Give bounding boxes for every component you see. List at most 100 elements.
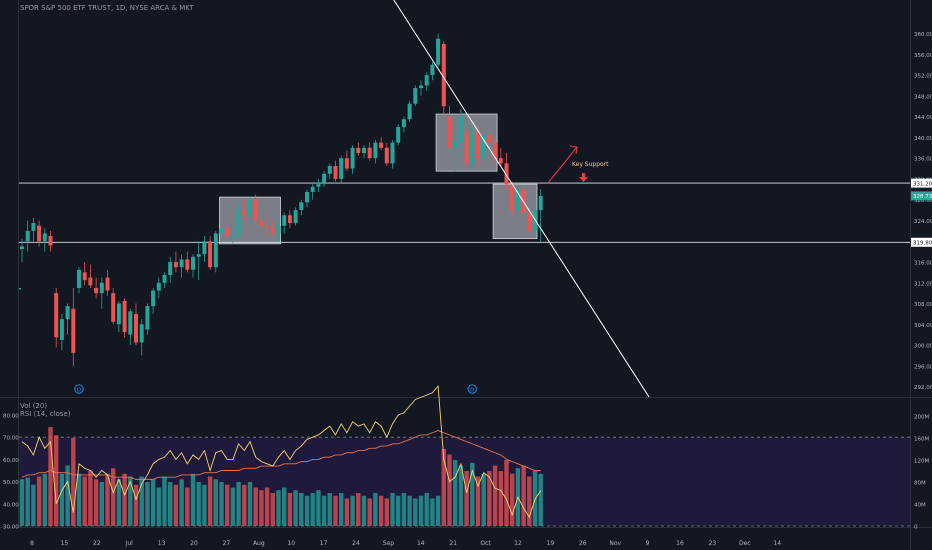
candle-body bbox=[333, 165, 338, 179]
price-tick-label: 348.00 bbox=[914, 94, 932, 100]
volume-tick-label: 160M bbox=[914, 437, 929, 443]
volume-bar bbox=[219, 482, 224, 526]
price-tick-label: 316.00 bbox=[914, 261, 932, 267]
volume-bar bbox=[19, 479, 25, 526]
level-price-tag bbox=[911, 237, 932, 247]
volume-bar bbox=[196, 482, 201, 526]
time-tick-label: Oct bbox=[480, 540, 491, 547]
candle-body bbox=[305, 191, 309, 203]
candle-body bbox=[259, 220, 264, 226]
volume-bar bbox=[356, 493, 361, 526]
candle-body bbox=[384, 147, 389, 164]
volume-bar bbox=[321, 495, 327, 526]
time-tick-label: 17 bbox=[320, 540, 328, 547]
candle-body bbox=[287, 215, 292, 224]
candle-body bbox=[105, 277, 110, 291]
time-tick-label: 12 bbox=[514, 540, 522, 547]
volume-bar bbox=[299, 493, 304, 526]
time-tick-label: Dec bbox=[739, 540, 751, 547]
price-tick-label: 360.00 bbox=[914, 32, 932, 38]
candle-body bbox=[230, 236, 235, 238]
candle-body bbox=[42, 233, 47, 242]
candle-body bbox=[173, 262, 178, 268]
chart-title: SPDR S&P 500 ETF TRUST, 1D, NYSE ARCA & … bbox=[20, 4, 194, 12]
time-tick-label: 24 bbox=[352, 540, 360, 547]
price-tick-label: 340.00 bbox=[914, 136, 932, 142]
time-tick-label: Nov bbox=[609, 540, 621, 547]
rsi-ma-line bbox=[21, 430, 541, 480]
candle-body bbox=[265, 225, 270, 229]
volume-bar bbox=[447, 454, 452, 526]
volume-bar bbox=[350, 495, 355, 526]
candle-body bbox=[48, 236, 53, 246]
volume-bar bbox=[287, 493, 293, 526]
time-tick-label: 20 bbox=[190, 540, 198, 547]
volume-bar bbox=[145, 482, 150, 526]
volume-bar bbox=[339, 493, 344, 526]
candle-body bbox=[310, 186, 315, 192]
volume-bar bbox=[111, 468, 116, 526]
volume-bar bbox=[225, 484, 230, 526]
candle-body bbox=[538, 195, 543, 211]
candle-body bbox=[396, 127, 401, 143]
volume-bar bbox=[150, 479, 156, 526]
volume-tick-label: 80M bbox=[914, 481, 926, 487]
volume-bar bbox=[492, 465, 498, 526]
price-tick-label: 336.00 bbox=[914, 157, 932, 163]
time-tick-label: Jul bbox=[125, 540, 134, 547]
volume-bar bbox=[293, 490, 298, 526]
volume-tick-label: 200M bbox=[914, 415, 929, 421]
candle-body bbox=[248, 199, 252, 216]
candle-body bbox=[122, 300, 127, 333]
last-price-tag bbox=[911, 191, 932, 201]
volume-bar bbox=[128, 476, 133, 526]
candle-body bbox=[185, 259, 190, 270]
candle-body bbox=[253, 199, 258, 221]
price-tick-label: 324.00 bbox=[914, 219, 932, 225]
time-tick-label: 19 bbox=[547, 540, 555, 547]
rsi-tick-label: 50.00 bbox=[3, 480, 19, 486]
time-tick-label: 15 bbox=[61, 540, 69, 547]
price-tick-label: 352.00 bbox=[914, 74, 932, 80]
candle-body bbox=[498, 158, 503, 164]
candle-body bbox=[493, 142, 498, 159]
candle-body bbox=[327, 165, 332, 174]
candle-body bbox=[476, 132, 480, 159]
volume-bar bbox=[99, 482, 104, 526]
candle-body bbox=[25, 230, 30, 242]
volume-bar bbox=[470, 462, 475, 526]
volume-bar bbox=[384, 498, 389, 526]
volume-bar bbox=[538, 473, 543, 526]
volume-bar bbox=[202, 484, 207, 526]
volume-tick-label: 40M bbox=[914, 503, 926, 509]
volume-bar bbox=[401, 493, 407, 526]
rsi-tick-label: 70.00 bbox=[3, 436, 19, 442]
candle-body bbox=[31, 223, 36, 231]
volume-bar bbox=[116, 479, 122, 526]
candle-body bbox=[510, 184, 515, 211]
volume-bar bbox=[333, 495, 338, 526]
last-price-label: 328.73 bbox=[913, 194, 932, 200]
candle-body bbox=[401, 119, 406, 128]
volume-bar bbox=[190, 473, 196, 526]
time-tick-label: 9 bbox=[646, 540, 650, 547]
volume-bar bbox=[88, 471, 93, 526]
key-support-label: Key Support bbox=[572, 161, 609, 168]
volume-bar bbox=[76, 473, 82, 526]
volume-bar bbox=[156, 487, 161, 526]
volume-bar bbox=[396, 495, 401, 526]
candle-body bbox=[339, 158, 344, 179]
candle-body bbox=[270, 228, 275, 234]
volume-bar bbox=[316, 490, 321, 526]
volume-bar bbox=[264, 487, 270, 526]
dividend-marker-label: D bbox=[77, 387, 81, 393]
candle-body bbox=[282, 215, 287, 226]
volume-bar bbox=[133, 484, 139, 526]
candle-body bbox=[208, 241, 213, 268]
candle-body bbox=[82, 272, 87, 281]
candle-body bbox=[71, 308, 76, 353]
candle-body bbox=[128, 311, 133, 335]
dividend-marker bbox=[74, 384, 84, 394]
candle-body bbox=[139, 324, 144, 343]
